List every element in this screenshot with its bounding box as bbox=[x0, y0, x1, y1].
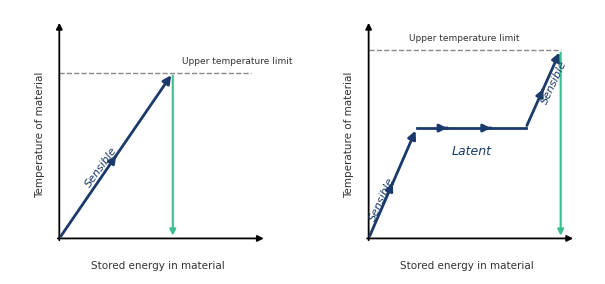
Text: Upper temperature limit: Upper temperature limit bbox=[182, 57, 292, 66]
Text: Stored energy in material: Stored energy in material bbox=[91, 261, 224, 272]
Text: Sensible: Sensible bbox=[540, 59, 569, 105]
Text: Latent: Latent bbox=[451, 145, 491, 158]
Text: Temperature of material: Temperature of material bbox=[34, 72, 45, 198]
Text: Temperature of material: Temperature of material bbox=[344, 72, 354, 198]
Text: Sensible: Sensible bbox=[83, 145, 119, 189]
Text: Upper temperature limit: Upper temperature limit bbox=[410, 34, 520, 43]
Text: Stored energy in material: Stored energy in material bbox=[400, 261, 534, 272]
Text: Sensible: Sensible bbox=[367, 176, 396, 223]
